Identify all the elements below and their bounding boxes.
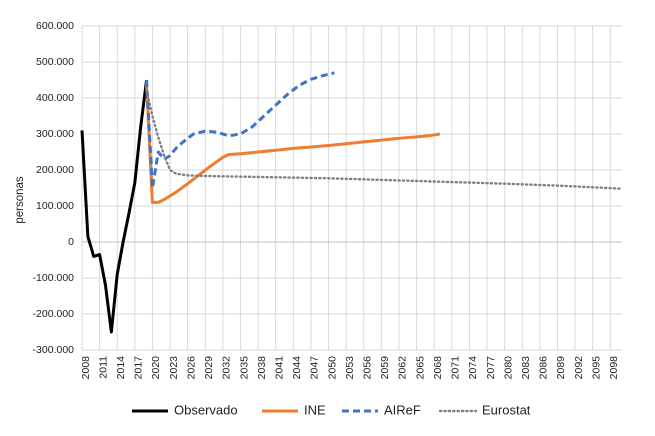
x-tick-label: 2014	[115, 356, 127, 380]
x-tick-label: 2092	[573, 356, 585, 380]
x-tick-label: 2026	[185, 356, 197, 380]
x-tick-label: 2095	[590, 356, 602, 380]
series-line-ine	[145, 83, 441, 204]
series-lines	[80, 71, 624, 334]
y-tick-label: 200.000	[36, 164, 74, 176]
y-tick-label: 100.000	[36, 200, 74, 212]
x-tick-label: 2053	[344, 356, 356, 380]
x-tick-label: 2035	[238, 356, 250, 380]
x-tick-label: 2071	[450, 356, 462, 380]
x-tick-label: 2056	[362, 356, 374, 380]
x-tick-label: 2086	[538, 356, 550, 380]
y-tick-labels: 600.000 500.000 400.000 300.000 200.000 100.0…	[33, 20, 75, 356]
x-tick-label: 2077	[485, 356, 497, 380]
y-tick-label: 400.000	[36, 92, 74, 104]
series-line-eurostat	[145, 89, 624, 190]
x-tick-label: 2068	[432, 356, 444, 380]
x-tick-label: 2047	[309, 356, 321, 380]
x-tick-label: 2038	[256, 356, 268, 380]
legend: Observado INE AIReF Eurostat	[132, 402, 531, 417]
x-tick-label: 2023	[168, 356, 180, 380]
x-tick-label: 2083	[520, 356, 532, 380]
x-tick-labels: 2008 2011 2014 2017 2020 2023 2026 2029 2032 2035…	[80, 356, 620, 380]
y-tick-label: -300.000	[33, 344, 75, 356]
series-line-observado	[80, 79, 149, 334]
y-tick-label: -200.000	[33, 308, 75, 320]
gridlines	[81, 25, 622, 351]
y-tick-label: -100.000	[33, 272, 75, 284]
x-tick-label: 2050	[326, 356, 338, 380]
y-tick-label: 300.000	[36, 128, 74, 140]
x-tick-label: 2089	[555, 356, 567, 380]
x-tick-label: 2041	[273, 356, 285, 380]
x-tick-label: 2080	[502, 356, 514, 380]
x-tick-label: 2017	[133, 356, 145, 380]
x-tick-label: 2008	[80, 356, 92, 380]
legend-label-airef: AIReF	[384, 402, 421, 417]
x-tick-label: 2020	[150, 356, 162, 380]
y-tick-label: 500.000	[36, 56, 74, 68]
x-tick-label: 2044	[291, 356, 303, 380]
y-tick-label: 600.000	[36, 20, 74, 32]
x-tick-label: 2074	[467, 356, 479, 380]
legend-label-ine: INE	[304, 402, 326, 417]
x-tick-label: 2011	[97, 356, 109, 379]
legend-label-eurostat: Eurostat	[482, 402, 531, 417]
x-tick-label: 2065	[414, 356, 426, 380]
x-tick-label: 2059	[379, 356, 391, 380]
x-tick-label: 2098	[608, 356, 620, 380]
y-tick-label: 0	[68, 236, 74, 248]
y-axis-title: personas	[14, 176, 26, 224]
x-tick-label: 2032	[221, 356, 233, 380]
x-tick-label: 2029	[203, 356, 215, 380]
legend-label-observado: Observado	[174, 402, 238, 417]
x-tick-label: 2062	[397, 356, 409, 380]
